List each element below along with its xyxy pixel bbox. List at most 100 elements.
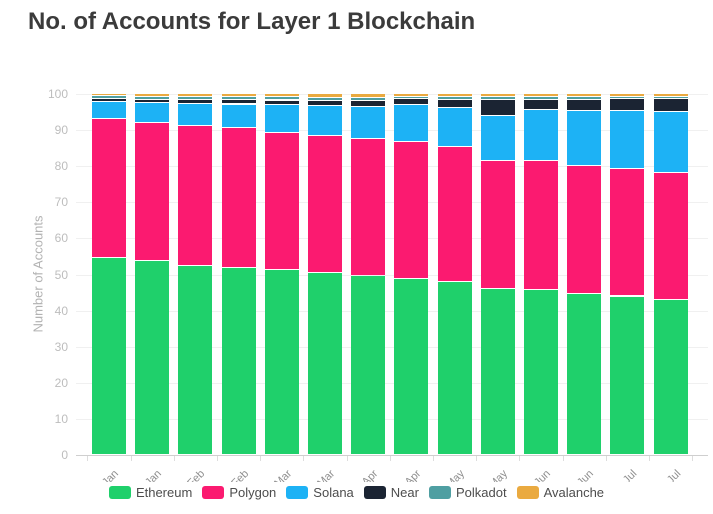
bar-segment-polygon-13[interactable] <box>610 169 645 296</box>
bar-segment-solana-4[interactable] <box>221 104 256 128</box>
bar-segment-ethereum-12[interactable] <box>567 294 602 454</box>
bar-segment-near-9[interactable] <box>437 99 472 107</box>
bar-segment-ethereum-1[interactable] <box>92 258 126 454</box>
bar-segment-polkadot-13[interactable] <box>610 96 645 99</box>
legend-item-ethereum[interactable]: Ethereum <box>108 485 192 500</box>
bar-segment-polkadot-1[interactable] <box>92 96 126 99</box>
bar-segment-solana-13[interactable] <box>610 111 645 169</box>
legend-item-solana[interactable]: Solana <box>286 485 354 500</box>
bar-segment-avalanche-5[interactable] <box>264 94 299 97</box>
bar-segment-ethereum-4[interactable] <box>221 268 256 454</box>
bar-segment-solana-7[interactable] <box>351 107 386 138</box>
bar-segment-solana-9[interactable] <box>437 107 472 146</box>
bar-segment-ethereum-6[interactable] <box>308 273 342 454</box>
bar-segment-polkadot-4[interactable] <box>221 96 256 100</box>
bar-segment-polygon-9[interactable] <box>437 147 472 282</box>
bar-segment-solana-11[interactable] <box>524 110 558 161</box>
bar-segment-near-4[interactable] <box>221 100 256 104</box>
bar-segment-near-7[interactable] <box>351 101 386 106</box>
bar-segment-solana-2[interactable] <box>135 102 170 122</box>
bar-segment-solana-12[interactable] <box>567 111 602 165</box>
bar-segment-near-8[interactable] <box>394 99 429 104</box>
bar-segment-polygon-8[interactable] <box>394 141 429 278</box>
bar-segment-solana-14[interactable] <box>653 111 688 173</box>
bar-segment-avalanche-11[interactable] <box>524 94 558 96</box>
bar-segment-near-10[interactable] <box>480 99 515 116</box>
legend-item-polygon[interactable]: Polygon <box>202 485 276 500</box>
y-tick-label-0: 0 <box>61 448 68 462</box>
bar-segment-polygon-2[interactable] <box>135 122 170 260</box>
bar-segment-near-5[interactable] <box>264 100 299 105</box>
y-tick-label-40: 40 <box>54 303 68 318</box>
bar-segment-ethereum-3[interactable] <box>178 265 213 454</box>
bar-segment-near-13[interactable] <box>610 99 645 110</box>
bar-segment-ethereum-8[interactable] <box>394 278 429 454</box>
bar-segment-polkadot-14[interactable] <box>653 96 688 99</box>
bar-segment-polkadot-7[interactable] <box>351 97 386 101</box>
bar-segment-polkadot-5[interactable] <box>264 97 299 100</box>
bar-segment-solana-10[interactable] <box>480 116 515 161</box>
bar-segment-avalanche-12[interactable] <box>567 94 602 96</box>
legend-label-near: Near <box>390 485 419 500</box>
bar-segment-polkadot-10[interactable] <box>480 96 515 99</box>
bar-segment-ethereum-10[interactable] <box>480 289 515 454</box>
x-tick-label-7: Apr <box>359 467 381 482</box>
gridline-30 <box>76 346 708 348</box>
bar-segment-avalanche-6[interactable] <box>308 94 342 97</box>
bar-segment-solana-5[interactable] <box>264 105 299 132</box>
bar-segment-ethereum-2[interactable] <box>135 260 170 454</box>
bar-segment-avalanche-7[interactable] <box>351 94 386 97</box>
bar-segment-polkadot-3[interactable] <box>178 96 213 100</box>
bar-segment-ethereum-7[interactable] <box>351 275 386 454</box>
legend-item-near[interactable]: Near <box>363 485 419 500</box>
bar-segment-avalanche-1[interactable] <box>92 94 126 96</box>
bar-segment-polygon-12[interactable] <box>567 165 602 294</box>
bar-segment-polygon-6[interactable] <box>308 135 342 273</box>
legend-item-polkadot[interactable]: Polkadot <box>428 485 507 500</box>
bar-segment-ethereum-11[interactable] <box>524 289 558 454</box>
bar-segment-ethereum-14[interactable] <box>653 299 688 454</box>
bar-segment-ethereum-9[interactable] <box>437 282 472 454</box>
legend-item-avalanche[interactable]: Avalanche <box>516 485 604 500</box>
bar-segment-polkadot-9[interactable] <box>437 96 472 99</box>
bar-segment-near-12[interactable] <box>567 99 602 110</box>
bar-segment-polkadot-2[interactable] <box>135 96 170 99</box>
bar-segment-polygon-3[interactable] <box>178 126 213 265</box>
bar-segment-polygon-1[interactable] <box>92 118 126 258</box>
bar-segment-ethereum-13[interactable] <box>610 296 645 454</box>
x-axis-tick <box>519 456 521 461</box>
bar-segment-avalanche-9[interactable] <box>437 94 472 96</box>
bar-segment-avalanche-13[interactable] <box>610 94 645 96</box>
bar-segment-polkadot-11[interactable] <box>524 96 558 99</box>
bar-segment-solana-1[interactable] <box>92 101 126 118</box>
legend: Ethereum Polygon Solana Near Polkadot Avalanc… <box>0 485 713 500</box>
bar-segment-near-3[interactable] <box>178 100 213 103</box>
bar-segment-polygon-14[interactable] <box>653 173 688 299</box>
bar-segment-polkadot-12[interactable] <box>567 96 602 99</box>
bar-segment-polygon-11[interactable] <box>524 161 558 289</box>
bar-segment-avalanche-14[interactable] <box>653 94 688 96</box>
bar-segment-near-11[interactable] <box>524 99 558 110</box>
bar-segment-avalanche-10[interactable] <box>480 94 515 96</box>
bar-segment-near-6[interactable] <box>308 100 342 105</box>
bar-segment-ethereum-5[interactable] <box>264 270 299 454</box>
bar-segment-avalanche-3[interactable] <box>178 94 213 96</box>
bar-segment-near-14[interactable] <box>653 99 688 111</box>
legend-marker-solana <box>286 486 309 499</box>
bar-segment-polkadot-6[interactable] <box>308 97 342 100</box>
bar-segment-polygon-10[interactable] <box>480 161 515 289</box>
x-tick-label-4: Feb <box>228 467 251 482</box>
bar-segment-polygon-7[interactable] <box>351 138 386 275</box>
bar-segment-polygon-4[interactable] <box>221 128 256 267</box>
bar-segment-solana-8[interactable] <box>394 104 429 141</box>
bar-segment-avalanche-4[interactable] <box>221 94 256 96</box>
bar-segment-polkadot-8[interactable] <box>394 96 429 99</box>
bar-segment-near-1[interactable] <box>92 99 126 101</box>
bar-segment-solana-3[interactable] <box>178 103 213 126</box>
bar-segment-avalanche-8[interactable] <box>394 94 429 96</box>
bar-segment-avalanche-2[interactable] <box>135 94 170 96</box>
gridline-40 <box>76 310 708 312</box>
bar-segment-polygon-5[interactable] <box>264 132 299 270</box>
bar-segment-solana-6[interactable] <box>308 105 342 135</box>
bar-segment-near-2[interactable] <box>135 99 170 102</box>
